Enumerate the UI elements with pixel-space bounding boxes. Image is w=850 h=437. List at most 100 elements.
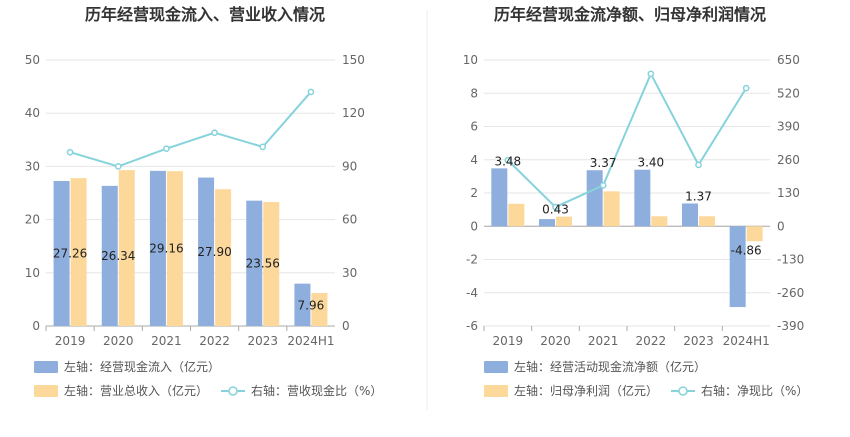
right-chart-gridlines: -6 -4 -2 0 2 4 6 8 10 -390 -260 -130 0 130 260 390 520 65… bbox=[463, 53, 805, 348]
right-chart-right-tick-label: 0 bbox=[777, 219, 785, 233]
left-chart-bar-b bbox=[166, 171, 183, 326]
right-chart-x-tick-label: 2019 bbox=[493, 334, 524, 348]
right-chart-left-tick-label: -6 bbox=[466, 319, 478, 333]
right-chart-left-tick-label: 6 bbox=[470, 120, 478, 134]
left-chart-bar-b bbox=[263, 202, 280, 326]
right-chart-bar-b bbox=[556, 216, 572, 227]
left-chart-right-tick-label: 90 bbox=[342, 159, 357, 173]
right-chart-data-label: 3.37 bbox=[590, 156, 617, 170]
left-chart-left-tick-label: 20 bbox=[25, 213, 40, 227]
right-chart-bar-a bbox=[586, 170, 603, 227]
right-chart-bar-a bbox=[491, 168, 508, 227]
right-chart-ratio-point bbox=[695, 161, 702, 169]
right-chart-legend-label: 左轴：经营活动现金流净额（亿元） bbox=[514, 359, 706, 374]
right-chart-ratio-line bbox=[507, 71, 748, 209]
right-chart-left-tick-label: 0 bbox=[470, 219, 478, 233]
left-chart-ratio-point bbox=[114, 163, 122, 170]
right-chart-left-tick-label: 10 bbox=[463, 53, 478, 67]
left-chart-ratio-point bbox=[307, 88, 315, 96]
right-chart-x-tick-label: 2020 bbox=[540, 334, 571, 348]
left-chart-bar-a bbox=[246, 200, 263, 326]
left-chart-data-label: 27.90 bbox=[197, 245, 231, 259]
right-chart-ratio-point bbox=[599, 181, 607, 189]
left-chart-x-tick-label: 2021 bbox=[151, 334, 182, 348]
left-chart-right-tick-label: 120 bbox=[342, 106, 365, 120]
right-chart-bar-b bbox=[508, 203, 525, 227]
right-chart-data-label: 1.37 bbox=[685, 189, 712, 203]
left-chart-data-label: 23.56 bbox=[246, 256, 280, 270]
left-chart-bar-b bbox=[311, 293, 328, 326]
right-chart-x-tick-label: 2023 bbox=[683, 334, 714, 348]
right-chart-right-tick-label: -130 bbox=[777, 253, 804, 267]
left-chart-left-tick-label: 10 bbox=[25, 266, 40, 280]
right-chart-legend-label: 右轴：净现比（%） bbox=[701, 383, 808, 398]
left-chart-legend-marker bbox=[228, 386, 238, 396]
left-chart-right-tick-label: 30 bbox=[342, 266, 357, 280]
left-chart-x-tick-label: 2023 bbox=[247, 334, 278, 348]
right-chart-marks: 3.48 0.43 3.37 3.40 1.37 -4.86 bbox=[491, 70, 763, 308]
right-chart-title: 历年经营现金流净额、归母净利润情况 bbox=[494, 5, 766, 24]
left-chart-right-tick-label: 0 bbox=[342, 319, 350, 333]
left-chart-legend-swatch bbox=[34, 385, 58, 397]
left-chart-legend-label: 左轴：营业总收入（亿元） bbox=[64, 383, 208, 398]
left-chart-legend: 左轴：经营现金流入（亿元） 左轴：营业总收入（亿元） 右轴：营收现金比（%） bbox=[34, 359, 382, 398]
left-chart-legend-label: 左轴：经营现金流入（亿元） bbox=[64, 359, 220, 374]
left-chart-left-tick-label: 0 bbox=[32, 319, 40, 333]
left-chart-right-tick-label: 150 bbox=[342, 53, 365, 67]
right-chart-bar-b bbox=[746, 226, 763, 242]
right-chart-bar-b bbox=[603, 191, 620, 227]
right-chart-right-tick-label: -260 bbox=[777, 286, 804, 300]
left-chart-ratio-line bbox=[69, 91, 312, 168]
right-chart-legend-swatch bbox=[484, 385, 508, 397]
right-chart-bar-a bbox=[682, 203, 698, 227]
right-chart-left-tick-label: 8 bbox=[470, 86, 478, 100]
left-chart-legend-label: 右轴：营收现金比（%） bbox=[251, 383, 382, 398]
right-chart-x-tick-label: 2022 bbox=[636, 334, 667, 348]
left-chart-marks: 27.26 26.34 29.16 27.90 23.56 7.96 bbox=[53, 88, 328, 326]
left-chart-ratio-point bbox=[259, 143, 267, 151]
right-chart-data-label: 0.43 bbox=[542, 202, 569, 216]
left-chart-bar-a bbox=[149, 170, 166, 326]
left-chart-data-label: 29.16 bbox=[149, 241, 183, 255]
left-chart-bar-b bbox=[70, 178, 87, 326]
right-chart-right-tick-label: 650 bbox=[777, 53, 800, 67]
left-chart-x-tick-label: 2024H1 bbox=[287, 334, 334, 348]
right-chart-x-tick-label: 2024H1 bbox=[723, 334, 770, 348]
right-chart-right-tick-label: 390 bbox=[777, 120, 800, 134]
right-chart-legend: 左轴：经营活动现金流净额（亿元） 左轴：归母净利润（亿元） 右轴：净现比（%） bbox=[484, 359, 808, 398]
left-chart-x-tick-label: 2020 bbox=[103, 334, 134, 348]
left-chart-left-tick-label: 30 bbox=[25, 159, 40, 173]
left-chart-ratio-point bbox=[66, 148, 74, 156]
right-chart-data-label: 3.40 bbox=[637, 156, 664, 170]
left-chart-ratio-point bbox=[211, 129, 218, 137]
left-chart-gridlines: 0 10 20 30 40 50 0 30 60 90 120 150 2019 2020 2021 2022… bbox=[25, 53, 365, 348]
left-chart-x-tick-label: 2022 bbox=[199, 334, 230, 348]
right-chart-x-tick-label: 2021 bbox=[588, 334, 619, 348]
left-chart-bar-a bbox=[198, 177, 215, 326]
left-chart-x-tick-label: 2019 bbox=[55, 334, 86, 348]
left-chart-bar-b bbox=[215, 189, 232, 326]
right-chart-legend-swatch bbox=[484, 361, 508, 373]
right-chart-bar-a bbox=[634, 169, 651, 227]
left-chart-bar-a bbox=[101, 185, 118, 326]
left-chart-data-label: 7.96 bbox=[298, 299, 325, 313]
left-chart-bar-a bbox=[294, 283, 311, 326]
right-chart-left-tick-label: 4 bbox=[470, 153, 478, 167]
right-chart-bar-b bbox=[651, 216, 668, 227]
left-chart-left-tick-label: 40 bbox=[25, 106, 40, 120]
right-chart-ratio-point bbox=[552, 203, 559, 211]
right-chart-left-tick-label: 2 bbox=[470, 186, 478, 200]
left-chart-data-label: 26.34 bbox=[101, 249, 135, 263]
left-chart-legend-swatch bbox=[34, 361, 58, 373]
right-chart-right-tick-label: -390 bbox=[777, 319, 804, 333]
right-chart-bar-b bbox=[699, 216, 715, 227]
left-chart-bar-a bbox=[53, 180, 70, 326]
left-chart-title: 历年经营现金流入、营业收入情况 bbox=[85, 5, 325, 24]
right-chart-ratio-point bbox=[647, 70, 655, 78]
left-chart-bar-b bbox=[118, 170, 135, 326]
right-chart-data-label: -4.86 bbox=[731, 243, 762, 257]
right-chart-legend-marker bbox=[678, 386, 688, 396]
right-chart-data-label: 3.48 bbox=[494, 154, 521, 168]
right-chart-right-tick-label: 130 bbox=[777, 186, 800, 200]
